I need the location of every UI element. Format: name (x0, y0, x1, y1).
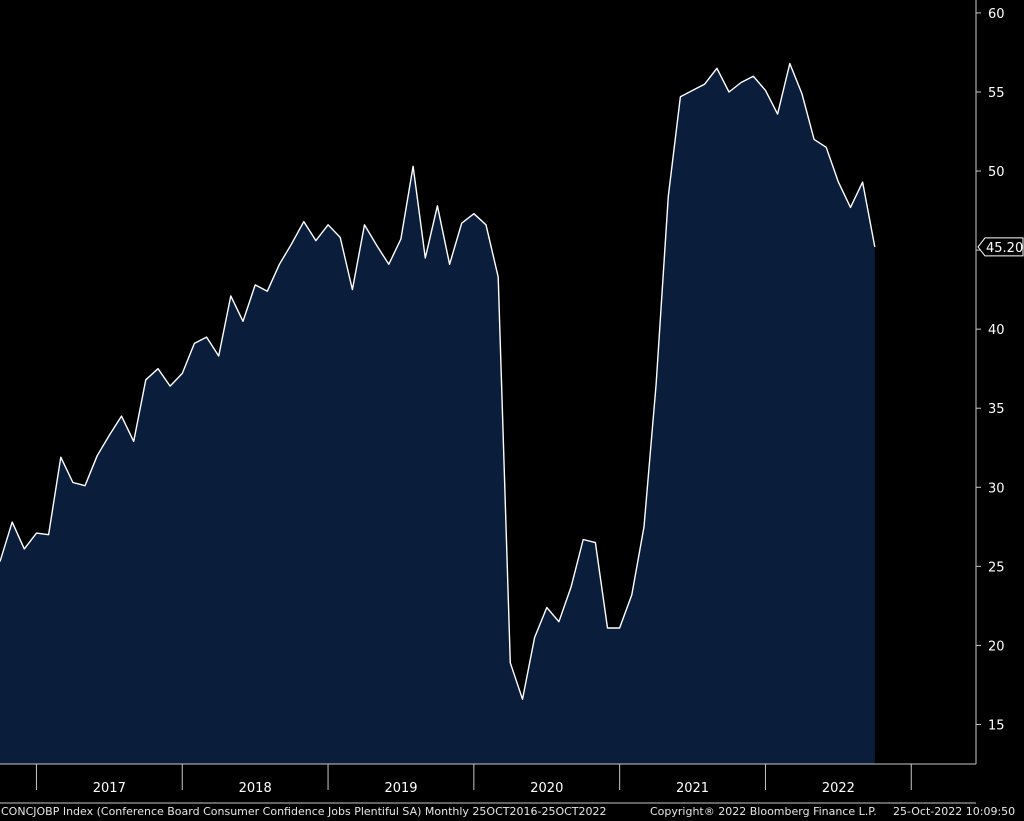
series-line (0, 62, 876, 700)
x-tick-label: 2022 (822, 781, 855, 796)
footer-copyright: Copyright® 2022 Bloomberg Finance L.P. (650, 805, 877, 818)
x-tick-label: 2017 (93, 781, 126, 796)
y-tick-label: 20 (988, 639, 1005, 654)
last-value-label: 45.20 (986, 241, 1023, 256)
chart-footer: CONCJOBP Index (Conference Board Consume… (0, 805, 1024, 821)
y-axis: 1520253035404550556045.20 (975, 0, 1024, 764)
x-tick-label: 2018 (239, 781, 272, 796)
footer-timestamp: 25-Oct-2022 10:09:50 (893, 805, 1016, 818)
y-tick-label: 15 (988, 718, 1005, 733)
y-tick-label: 50 (988, 165, 1005, 180)
plot-area (0, 62, 876, 764)
y-tick-label: 40 (988, 323, 1005, 338)
y-tick-label: 60 (988, 7, 1005, 22)
y-tick-label: 30 (988, 481, 1005, 496)
x-axis: 2017 2018 2019 2020 2021 2022 (0, 763, 976, 804)
x-tick-label: 2020 (530, 781, 563, 796)
series-area (0, 63, 875, 764)
y-tick-label: 55 (988, 86, 1005, 101)
x-tick-label: 2021 (676, 781, 709, 796)
y-tick-label: 35 (988, 402, 1005, 417)
y-tick-label: 25 (988, 560, 1005, 575)
x-tick-label: 2019 (384, 781, 417, 796)
footer-description: CONCJOBP Index (Conference Board Consume… (1, 805, 607, 818)
last-value-tag (977, 237, 1024, 257)
